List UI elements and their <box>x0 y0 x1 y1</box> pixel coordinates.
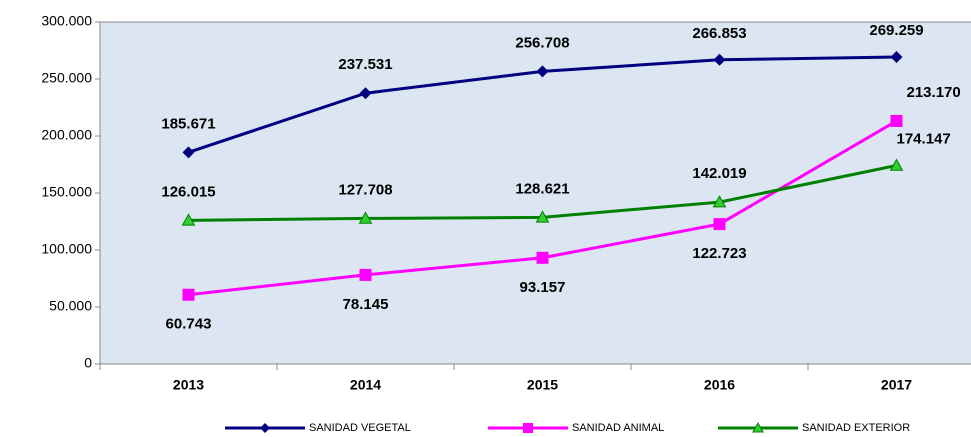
data-label: 78.145 <box>343 296 389 313</box>
data-point <box>713 53 726 66</box>
data-label: 60.743 <box>166 316 212 333</box>
data-point <box>181 213 196 226</box>
data-label: 269.259 <box>869 22 923 39</box>
legend-marker <box>523 423 533 433</box>
data-point <box>712 195 727 208</box>
data-label: 142.019 <box>692 165 746 182</box>
x-tick-label: 2017 <box>881 377 912 393</box>
data-point <box>359 268 372 281</box>
plot-area <box>99 21 971 365</box>
legend-entry: SANIDAD ANIMAL <box>488 422 664 434</box>
x-tick-label: 2014 <box>350 377 381 393</box>
y-tick-label: 250.000 <box>41 70 92 86</box>
x-tick-label: 2013 <box>173 377 204 393</box>
data-point <box>182 288 195 301</box>
legend-label: SANIDAD ANIMAL <box>572 422 664 434</box>
data-label: 185.671 <box>161 115 215 132</box>
data-label: 93.157 <box>520 279 566 296</box>
data-label: 122.723 <box>692 245 746 262</box>
data-point <box>535 210 550 223</box>
y-tick-label: 200.000 <box>41 127 92 143</box>
y-tick-label: 300.000 <box>41 13 92 29</box>
data-point <box>359 87 372 100</box>
data-point <box>890 51 903 64</box>
data-point <box>536 251 549 264</box>
data-point <box>182 146 195 159</box>
data-label: 128.621 <box>515 180 569 197</box>
data-label: 127.708 <box>338 181 392 198</box>
legend-label: SANIDAD VEGETAL <box>309 422 411 434</box>
data-label: 213.170 <box>907 84 961 101</box>
y-tick-label: 0 <box>84 355 92 371</box>
data-label: 237.531 <box>338 56 392 73</box>
y-tick-label: 100.000 <box>41 241 92 257</box>
data-point <box>536 65 549 78</box>
data-point <box>889 158 904 171</box>
data-label: 174.147 <box>897 130 951 147</box>
legend-entry: SANIDAD VEGETAL <box>225 422 411 434</box>
data-point <box>890 114 903 127</box>
data-point <box>358 211 373 224</box>
data-label: 266.853 <box>692 25 746 42</box>
legend-label: SANIDAD EXTERIOR <box>802 422 910 434</box>
legend-marker <box>260 423 270 433</box>
legend-marker <box>752 421 764 433</box>
data-point <box>713 218 726 231</box>
x-tick-label: 2015 <box>527 377 558 393</box>
x-tick-label: 2016 <box>704 377 735 393</box>
data-label: 126.015 <box>161 183 215 200</box>
data-label: 256.708 <box>515 34 569 51</box>
legend-entry: SANIDAD EXTERIOR <box>718 422 910 434</box>
y-tick-label: 150.000 <box>41 184 92 200</box>
y-tick-label: 50.000 <box>49 298 92 314</box>
